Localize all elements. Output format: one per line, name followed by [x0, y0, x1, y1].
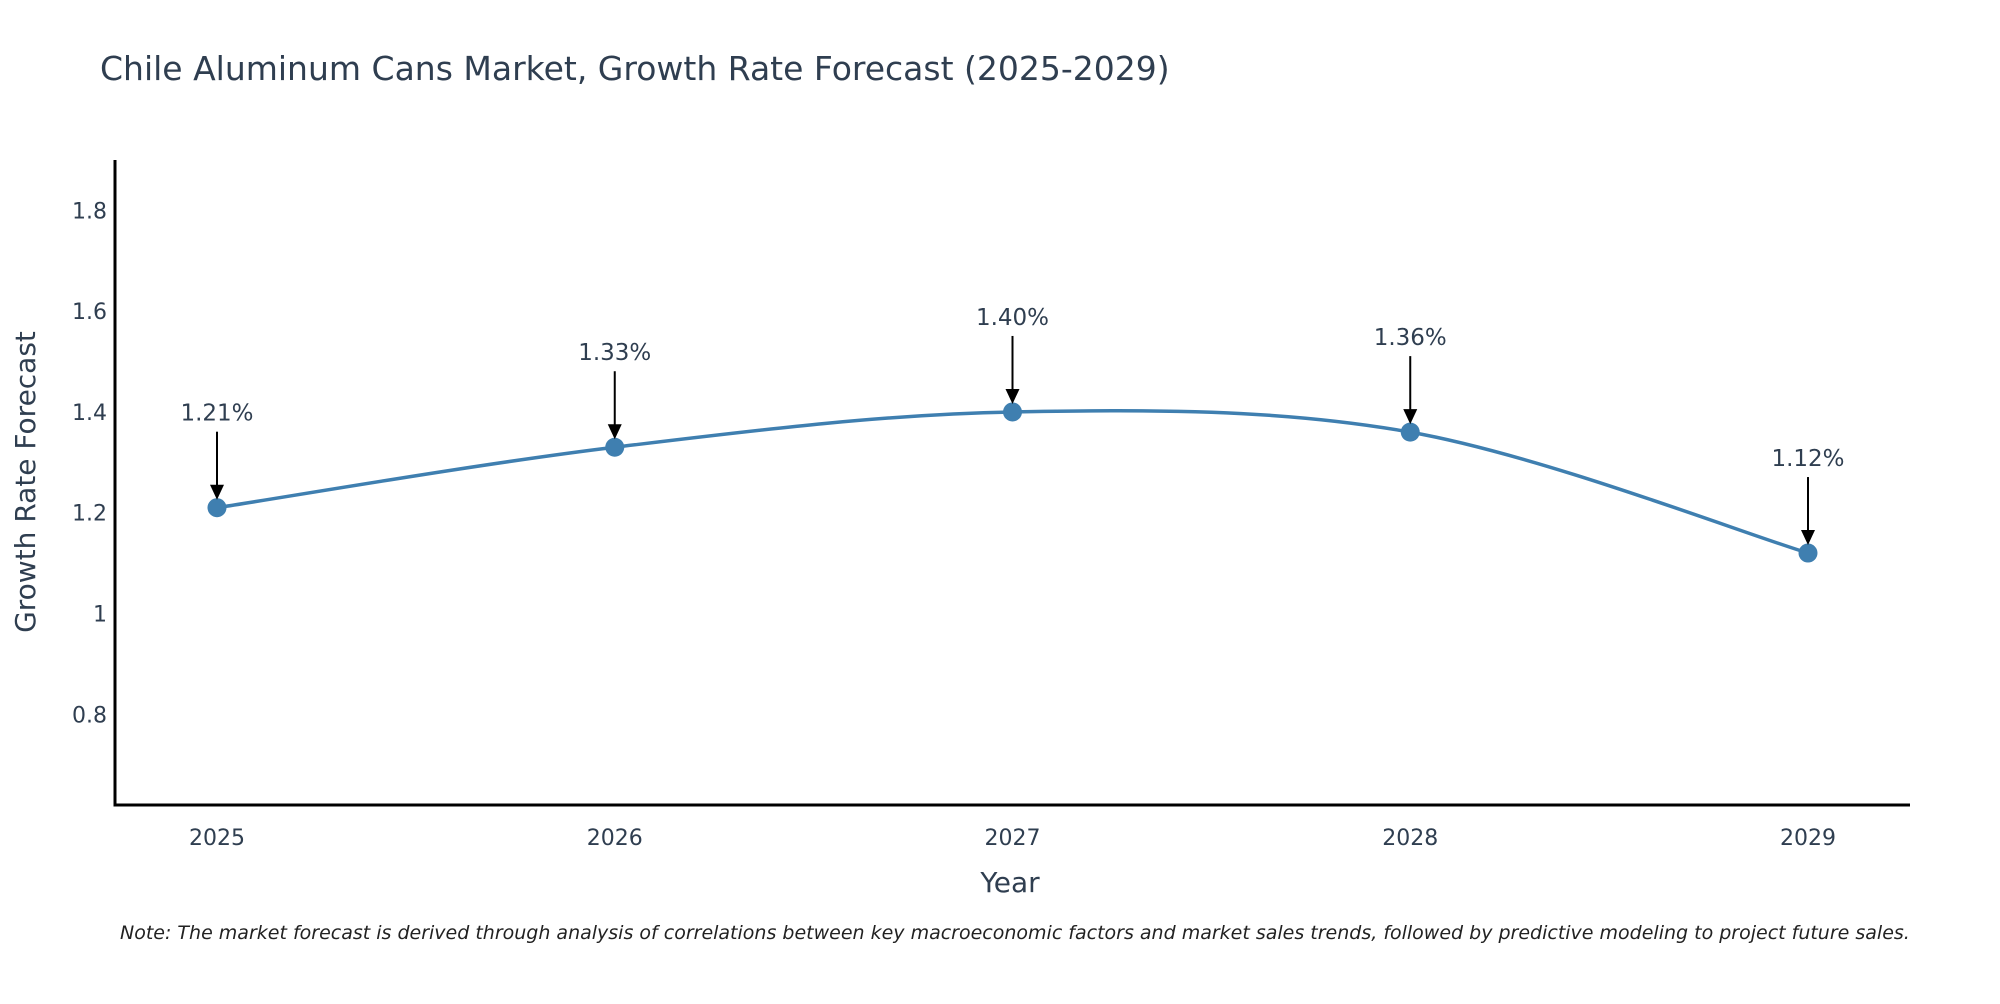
data-point	[1798, 543, 1818, 563]
annotation-arrow-head	[607, 424, 622, 440]
data-label: 1.21%	[180, 401, 253, 427]
x-axis-ticks: 2025 2026 2027 2028 2029	[189, 826, 1836, 851]
data-label: 1.40%	[976, 305, 1049, 331]
chart-note: Note: The market forecast is derived thr…	[120, 922, 1910, 944]
axes	[113, 160, 1910, 807]
x-tick-label: 2028	[1382, 826, 1438, 851]
x-tick-label: 2029	[1780, 826, 1836, 851]
annotation-layer: 1.21% 1.33% 1.40% 1.36% 1.12%	[180, 305, 1845, 546]
data-point	[605, 437, 625, 457]
y-tick-label: 1.4	[72, 401, 107, 426]
y-tick-label: 0.8	[72, 703, 107, 728]
series-line	[216, 408, 1809, 555]
data-point	[1400, 422, 1420, 442]
x-tick-label: 2027	[985, 826, 1041, 851]
annotation-arrow-head	[1403, 409, 1418, 425]
x-tick-label: 2025	[189, 826, 245, 851]
y-axis-ticks: 0.8 1 1.2 1.4 1.6 1.8	[72, 199, 107, 728]
annotation-arrow-head	[1005, 388, 1020, 404]
data-point	[1003, 402, 1022, 422]
y-tick-label: 1	[93, 603, 107, 628]
chart-title: Chile Aluminum Cans Market, Growth Rate …	[100, 49, 1170, 88]
x-tick-label: 2026	[587, 826, 643, 851]
data-label: 1.36%	[1374, 325, 1447, 351]
data-annotation: 1.40%	[976, 305, 1049, 404]
annotation-arrow-head	[1801, 530, 1815, 546]
data-point	[207, 498, 227, 518]
y-tick-label: 1.2	[72, 502, 107, 527]
y-tick-label: 1.8	[72, 199, 107, 224]
data-label: 1.12%	[1771, 446, 1844, 472]
y-tick-label: 1.6	[72, 300, 107, 325]
data-annotation: 1.33%	[578, 340, 651, 440]
data-annotation: 1.36%	[1374, 325, 1447, 425]
annotation-arrow-head	[210, 484, 224, 500]
data-annotation: 1.12%	[1771, 446, 1845, 546]
series-layer	[207, 402, 1818, 563]
y-axis-title: Growth Rate Forecast	[9, 331, 42, 633]
x-axis-title: Year	[979, 866, 1040, 899]
data-label: 1.33%	[578, 340, 651, 366]
data-annotation: 1.21%	[180, 401, 254, 500]
